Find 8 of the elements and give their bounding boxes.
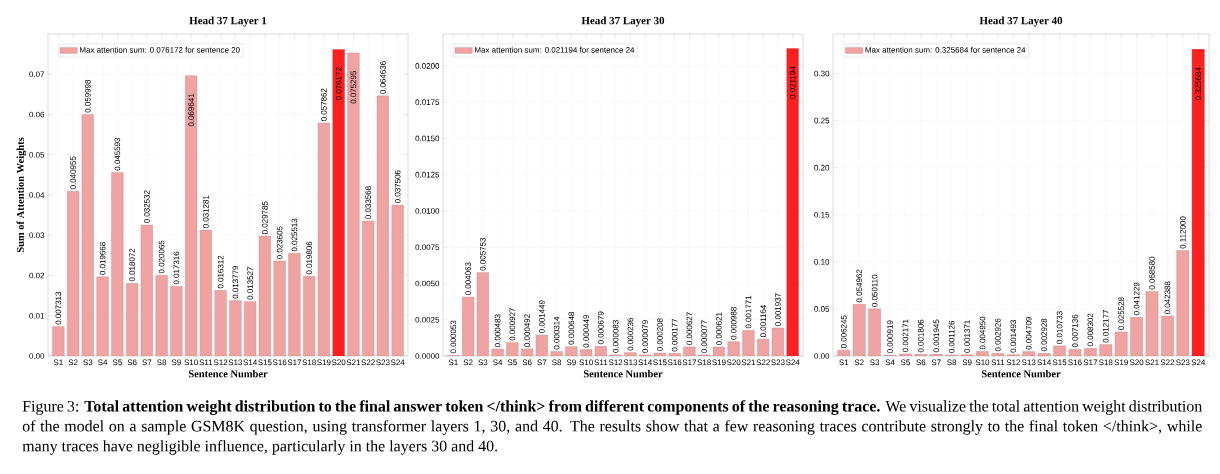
chart-title: Head 37 Layer 1	[189, 16, 267, 27]
x-axis-title: Sentence Number	[583, 370, 663, 378]
y-axis-title: Sum of Attention Weights	[16, 137, 27, 253]
x-axis-title: Sentence Number	[981, 370, 1061, 378]
chart-title: Head 37 Layer 40	[979, 16, 1063, 27]
x-axis-title: Sentence Number	[188, 370, 268, 378]
chart-title: Head 37 Layer 30	[581, 16, 665, 27]
caption: Figure 3: Total attention weight distribution to the final answer token </think> from different components of the reasoning trace. We visualize the total attention weight distribution of the model on a sample GSM8K question, using transformer layers 1, 30, and 40. The results show that a few reasoning traces contribute strongly to the final token </think>, while many traces have negligible influence, particularly in the layers 30 and 40.	[22, 400, 1203, 455]
